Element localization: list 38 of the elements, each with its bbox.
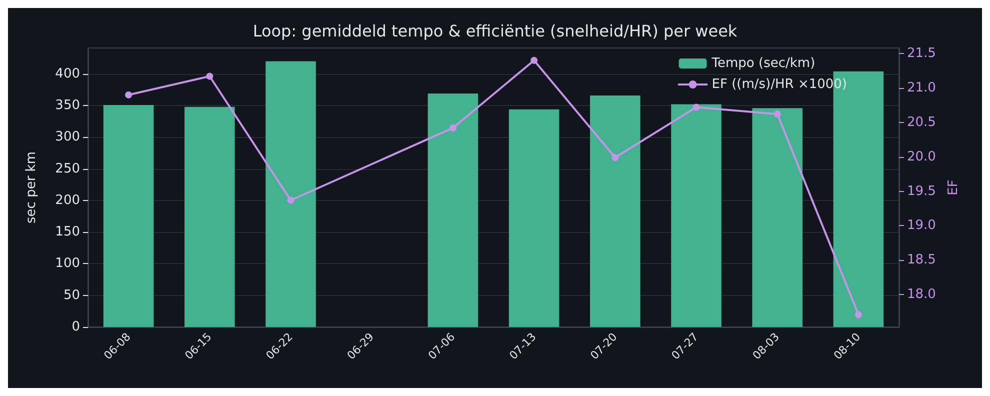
y-tick-label: 350 <box>55 98 80 114</box>
y-tick-label: 100 <box>55 256 80 272</box>
bar <box>103 104 154 327</box>
y2-tick-label: 18.5 <box>907 252 936 268</box>
y2-tick-label: 21.0 <box>907 80 936 96</box>
legend-label: Tempo (sec/km) <box>710 56 816 71</box>
bar <box>428 94 478 327</box>
y2-tick-label: 20.0 <box>907 149 936 164</box>
point <box>206 72 214 80</box>
y2-axis-title: EF <box>946 180 961 196</box>
chart-title: Loop: gemiddeld tempo & efficiëntie (snelheid/HR) per week <box>252 22 738 40</box>
y2-tick-label: 19.5 <box>907 184 936 199</box>
bar <box>590 95 640 327</box>
point <box>125 91 132 98</box>
bar <box>752 108 802 327</box>
point <box>530 56 538 64</box>
y-tick-label: 400 <box>55 66 80 82</box>
bar <box>266 61 316 327</box>
y-tick-label: 50 <box>63 288 80 303</box>
y-tick-label: 0 <box>72 320 80 334</box>
y-axis-title: sec per km <box>24 152 39 224</box>
y2-tick-label: 19.0 <box>907 218 936 234</box>
point <box>854 311 862 318</box>
point <box>449 124 456 132</box>
y2-tick-label: 18.0 <box>907 287 936 302</box>
y2-tick-label: 21.5 <box>907 46 936 62</box>
bar <box>508 109 560 327</box>
point <box>287 196 294 204</box>
point <box>612 154 619 162</box>
y2-tick-label: 20.5 <box>907 114 936 130</box>
y-tick-label: 300 <box>55 130 80 145</box>
bar <box>184 106 235 327</box>
point <box>774 110 781 118</box>
point <box>692 104 700 111</box>
y-tick-label: 250 <box>55 161 80 176</box>
bar <box>671 104 722 327</box>
y-tick-label: 150 <box>55 224 80 240</box>
y-tick-label: 200 <box>55 192 80 208</box>
